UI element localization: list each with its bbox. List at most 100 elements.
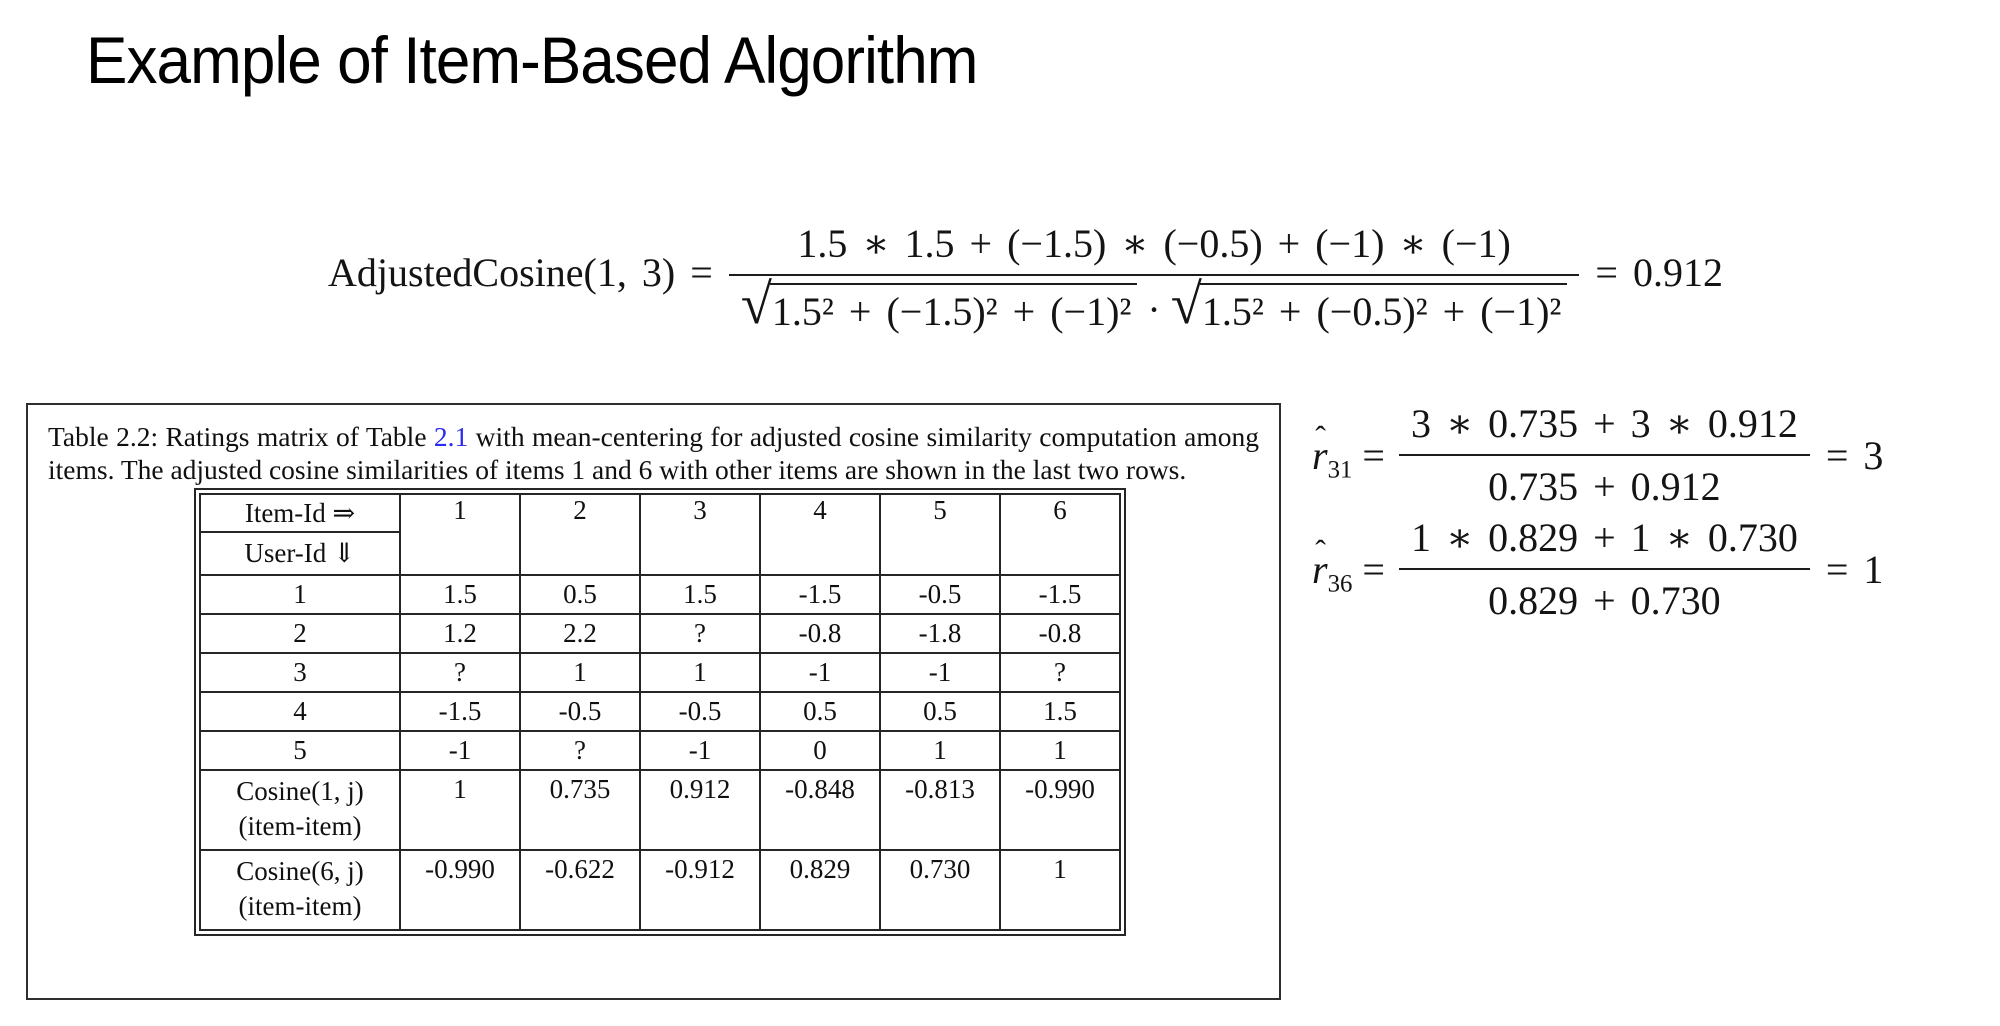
ratings-table-border: Item-Id ⇒ 1 2 3 4 5 6 User-Id ⇓ 1 1.5 0.… bbox=[194, 488, 1126, 936]
cosine-row-2: Cosine(6, j) (item-item) -0.990 -0.622 -… bbox=[199, 849, 1121, 931]
rating-cell: -1.8 bbox=[879, 613, 1001, 654]
rating-cell: -1 bbox=[639, 730, 761, 771]
user-id-cell: 4 bbox=[199, 691, 401, 732]
table-caption: Table 2.2: Ratings matrix of Table 2.1 w… bbox=[48, 420, 1259, 486]
table-row: 4 -1.5 -0.5 -0.5 0.5 0.5 1.5 bbox=[199, 691, 1121, 732]
caption-link[interactable]: 2.1 bbox=[433, 421, 469, 452]
fraction-bar bbox=[1398, 568, 1810, 570]
rating-cell: -1.5 bbox=[399, 691, 521, 732]
user-id-cell: 1 bbox=[199, 574, 401, 615]
fraction-bar bbox=[1398, 454, 1810, 456]
prediction-result: = 3 bbox=[1825, 432, 1884, 478]
rating-cell: 1 bbox=[999, 730, 1121, 771]
cosine-label-line1: Cosine(6, j) bbox=[236, 856, 364, 886]
cosine-cell: 0.829 bbox=[759, 849, 881, 931]
equals-sign: = bbox=[1362, 432, 1385, 478]
cosine-cell: -0.848 bbox=[759, 769, 881, 851]
cosine-cell: 0.735 bbox=[519, 769, 641, 851]
rating-cell: -0.8 bbox=[759, 613, 881, 654]
ratings-table: Item-Id ⇒ 1 2 3 4 5 6 User-Id ⇓ 1 1.5 0.… bbox=[199, 493, 1121, 931]
rating-cell: -0.5 bbox=[639, 691, 761, 732]
prediction-formulas: ˆ r31 = 3 ∗ 0.735 + 3 ∗ 0.912 0.735 + 0.9… bbox=[1312, 400, 1883, 624]
radicand-2: 1.5² + (−0.5)² + (−1)² bbox=[1199, 283, 1568, 335]
corner-cell-item-id: Item-Id ⇒ bbox=[199, 493, 401, 533]
rating-cell: -1 bbox=[399, 730, 521, 771]
rating-cell: ? bbox=[639, 613, 761, 654]
radicand-1: 1.5² + (−1.5)² + (−1)² bbox=[769, 283, 1138, 335]
radical-icon: √ bbox=[1170, 272, 1202, 336]
prediction-r31: ˆ r31 = 3 ∗ 0.735 + 3 ∗ 0.912 0.735 + 0.9… bbox=[1312, 400, 1883, 510]
rating-cell: 1.5 bbox=[999, 691, 1121, 732]
sqrt-term-1: √ 1.5² + (−1.5)² + (−1)² bbox=[740, 272, 1138, 336]
figure-box: Table 2.2: Ratings matrix of Table 2.1 w… bbox=[26, 403, 1281, 1000]
table-row: 5 -1 ? -1 0 1 1 bbox=[199, 730, 1121, 771]
fraction-denominator: √ 1.5² + (−1.5)² + (−1)² · √ 1.5² + (−0.… bbox=[729, 276, 1580, 335]
rating-cell: 1.5 bbox=[639, 574, 761, 615]
cosine-cell: -0.990 bbox=[999, 769, 1121, 851]
r-hat-variable: ˆ r36 bbox=[1312, 532, 1353, 598]
rating-cell: 2.2 bbox=[519, 613, 641, 654]
fraction-bar bbox=[728, 274, 1580, 276]
hat-accent: ˆ bbox=[1315, 532, 1326, 569]
rating-cell: ? bbox=[399, 652, 521, 693]
rating-cell: -1.5 bbox=[999, 574, 1121, 615]
cosine-row-1: Cosine(1, j) (item-item) 1 0.735 0.912 -… bbox=[199, 769, 1121, 851]
prediction-fraction: 3 ∗ 0.735 + 3 ∗ 0.912 0.735 + 0.912 bbox=[1398, 400, 1810, 510]
slide-title: Example of Item-Based Algorithm bbox=[86, 23, 978, 97]
corner-cell-user-id: User-Id ⇓ bbox=[199, 531, 401, 576]
item-id-cell: 2 bbox=[519, 493, 641, 576]
rating-cell: -0.5 bbox=[879, 574, 1001, 615]
rating-cell: -0.5 bbox=[519, 691, 641, 732]
rating-cell: -1 bbox=[759, 652, 881, 693]
rating-cell: 0.5 bbox=[759, 691, 881, 732]
rating-cell: 0.5 bbox=[519, 574, 641, 615]
cosine-cell: -0.990 bbox=[399, 849, 521, 931]
cosine-cell: -0.813 bbox=[879, 769, 1001, 851]
rating-cell: -1 bbox=[879, 652, 1001, 693]
cosine-cell: -0.912 bbox=[639, 849, 761, 931]
caption-text-before: Table 2.2: Ratings matrix of Table bbox=[48, 421, 434, 452]
table-row: 3 ? 1 1 -1 -1 ? bbox=[199, 652, 1121, 693]
cosine-cell: 1 bbox=[399, 769, 521, 851]
user-id-cell: 5 bbox=[199, 730, 401, 771]
cosine-label-line1: Cosine(1, j) bbox=[236, 776, 364, 806]
equals-sign: = bbox=[1362, 546, 1385, 592]
cosine-cell: 0.912 bbox=[639, 769, 761, 851]
subscript: 36 bbox=[1327, 570, 1353, 598]
header-row-item-id: Item-Id ⇒ 1 2 3 4 5 6 bbox=[199, 493, 1121, 576]
fraction-numerator: 3 ∗ 0.735 + 3 ∗ 0.912 bbox=[1410, 401, 1798, 446]
cosine-cell: 1 bbox=[999, 849, 1121, 931]
radical-icon: √ bbox=[740, 272, 772, 336]
rating-cell: 0 bbox=[759, 730, 881, 771]
cosine-cell: 0.730 bbox=[879, 849, 1001, 931]
rating-cell: 1.5 bbox=[399, 574, 521, 615]
cosine-cell: -0.622 bbox=[519, 849, 641, 931]
fraction-denominator: 0.829 + 0.730 bbox=[1488, 578, 1721, 623]
prediction-r36: ˆ r36 = 1 ∗ 0.829 + 1 ∗ 0.730 0.829 + 0.7… bbox=[1312, 514, 1883, 624]
adjusted-cosine-formula: AdjustedCosine(1, 3) = 1.5 ∗ 1.5 + (−1.5… bbox=[328, 220, 1723, 335]
user-id-cell: 2 bbox=[199, 613, 401, 654]
rating-cell: ? bbox=[999, 652, 1121, 693]
subscript: 31 bbox=[1327, 456, 1353, 484]
item-id-cell: 6 bbox=[999, 493, 1121, 576]
table-row: 1 1.5 0.5 1.5 -1.5 -0.5 -1.5 bbox=[199, 574, 1121, 615]
user-id-cell: 3 bbox=[199, 652, 401, 693]
rating-cell: -1.5 bbox=[759, 574, 881, 615]
rating-cell: 1 bbox=[639, 652, 761, 693]
rating-cell: 1 bbox=[519, 652, 641, 693]
item-id-cell: 3 bbox=[639, 493, 761, 576]
cosine-row-label: Cosine(1, j) (item-item) bbox=[199, 769, 401, 851]
item-id-cell: 1 bbox=[399, 493, 521, 576]
prediction-fraction: 1 ∗ 0.829 + 1 ∗ 0.730 0.829 + 0.730 bbox=[1398, 514, 1810, 624]
formula-fraction: 1.5 ∗ 1.5 + (−1.5) ∗ (−0.5) + (−1) ∗ (−1… bbox=[728, 220, 1580, 335]
sqrt-term-2: √ 1.5² + (−0.5)² + (−1)² bbox=[1170, 272, 1568, 336]
fraction-numerator: 1 ∗ 0.829 + 1 ∗ 0.730 bbox=[1410, 515, 1798, 560]
rating-cell: 0.5 bbox=[879, 691, 1001, 732]
cosine-label-line2: (item-item) bbox=[238, 810, 362, 841]
cosine-row-label: Cosine(6, j) (item-item) bbox=[199, 849, 401, 931]
rating-cell: ? bbox=[519, 730, 641, 771]
item-id-cell: 5 bbox=[879, 493, 1001, 576]
prediction-result: = 1 bbox=[1825, 546, 1884, 592]
caption-text-after: with mean-centering for adjusted cosine … bbox=[48, 421, 1259, 485]
hat-accent: ˆ bbox=[1315, 418, 1326, 455]
